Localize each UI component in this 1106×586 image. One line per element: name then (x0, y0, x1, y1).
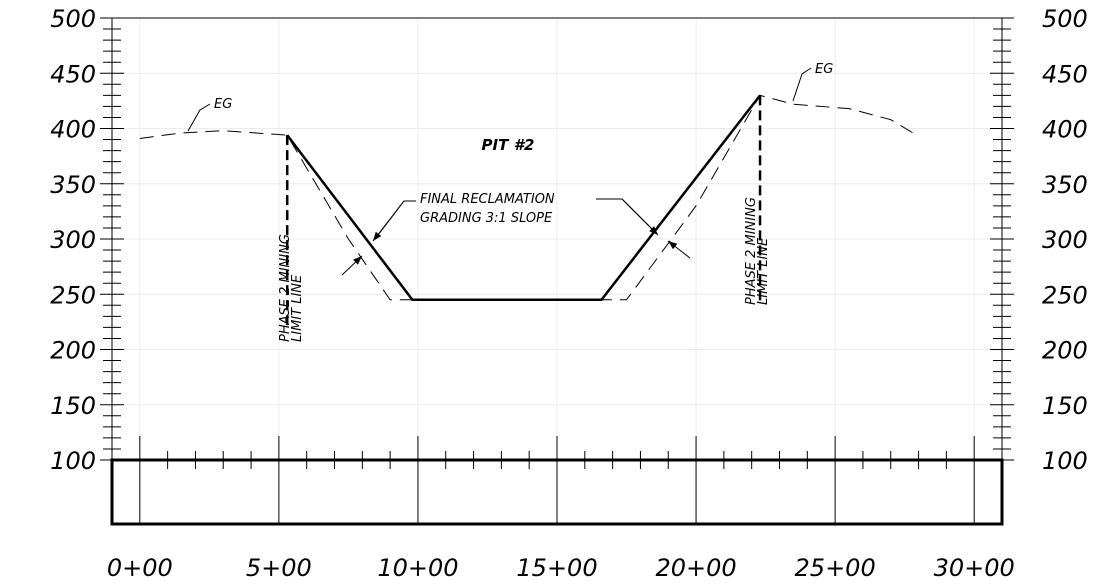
axis-ticks (100, 17, 1014, 524)
limit-note-right-line2: LIMIT LINE (756, 237, 771, 305)
y-tick-label-right: 400 (1042, 116, 1088, 144)
y-tick-label-right: 450 (1042, 60, 1088, 88)
y-tick-label-right: 350 (1042, 171, 1088, 199)
offset-arrow-left-head (353, 256, 362, 265)
x-tick-label: 15+00 (516, 554, 597, 582)
x-tick-label: 10+00 (377, 554, 458, 582)
final-grade-line (286, 94, 762, 302)
y-tick-label-left: 150 (50, 392, 96, 420)
y-tick-label-right: 250 (1042, 281, 1088, 309)
limit-note-left-line1: PHASE 2 MINING (278, 234, 293, 342)
eg-left-leader (187, 103, 211, 132)
pit-label: PIT #2 (482, 136, 535, 154)
reclamation-arrow-left-head (373, 231, 382, 241)
y-tick-label-right: 300 (1042, 226, 1088, 254)
reclamation-note-line2: GRADING 3:1 SLOPE (420, 211, 553, 226)
leaders (187, 67, 812, 276)
reclamation-note-line1: FINAL RECLAMATION (420, 192, 555, 207)
limit-note-left-line2: LIMIT LINE (290, 274, 305, 342)
y-tick-label-right: 100 (1042, 447, 1088, 475)
eg-label-right: EG (815, 62, 833, 77)
eg-right-leader (792, 67, 812, 102)
y-tick-label-left: 500 (50, 5, 96, 33)
x-tick-label: 0+00 (107, 554, 173, 582)
x-tick-label: 25+00 (795, 554, 876, 582)
limit-note-right-line1: PHASE 2 MINING (744, 197, 759, 305)
offset-arrow-right-head (668, 241, 678, 250)
reclamation-leader-left (374, 200, 416, 240)
grid (112, 17, 1002, 461)
existing-ground-line (139, 94, 919, 301)
tick-labels: 100 100 150 150 200 200 250 250 300 300 350 350 400 4… (50, 5, 1088, 582)
profile-lines (139, 94, 919, 328)
y-tick-label-left: 350 (50, 171, 96, 199)
y-tick-label-left: 100 (50, 447, 96, 475)
y-tick-label-left: 200 (50, 337, 96, 365)
reclamation-arrow-right-head (649, 226, 658, 235)
x-tick-label: 30+00 (934, 554, 1015, 582)
y-tick-label-left: 300 (50, 226, 96, 254)
eg-label-left: EG (214, 97, 232, 112)
y-tick-label-left: 400 (50, 116, 96, 144)
x-tick-label: 20+00 (655, 554, 736, 582)
x-tick-label: 5+00 (246, 554, 312, 582)
reclamation-leader-right (596, 198, 657, 234)
y-tick-label-left: 450 (50, 60, 96, 88)
y-tick-label-right: 150 (1042, 392, 1088, 420)
y-tick-label-right: 200 (1042, 337, 1088, 365)
annotations: PIT #2 EG EG FINAL RECLAMATION GRADING 3… (214, 62, 833, 342)
y-tick-label-right: 500 (1042, 5, 1088, 33)
y-tick-label-left: 250 (50, 281, 96, 309)
